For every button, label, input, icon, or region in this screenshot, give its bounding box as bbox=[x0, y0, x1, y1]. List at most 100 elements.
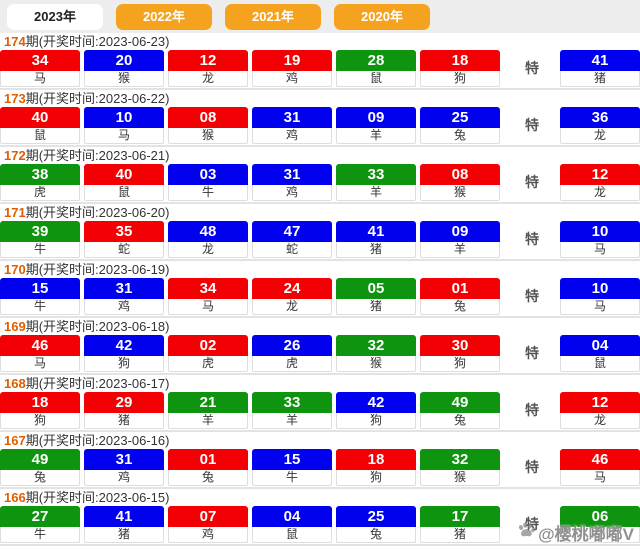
row-separator bbox=[0, 88, 640, 90]
ball-number: 07 bbox=[168, 506, 248, 527]
ball-number: 27 bbox=[0, 506, 80, 527]
ball-zodiac: 羊 bbox=[252, 413, 332, 429]
draw-header: 169期(开奖时间:2023-06-18) bbox=[0, 318, 640, 335]
ball-number: 19 bbox=[252, 50, 332, 71]
ball-zodiac: 鸡 bbox=[84, 470, 164, 486]
special-label: 特 bbox=[525, 60, 539, 76]
ball: 12 龙 bbox=[168, 50, 248, 87]
period-number: 171 bbox=[4, 205, 26, 220]
ball-number: 40 bbox=[0, 107, 80, 128]
ball-number: 18 bbox=[0, 392, 80, 413]
ball-zodiac: 猪 bbox=[336, 299, 416, 315]
draw-header: 170期(开奖时间:2023-06-19) bbox=[0, 261, 640, 278]
ball: 20 猴 bbox=[84, 50, 164, 87]
ball: 08 猴 bbox=[420, 164, 500, 201]
ball-number: 31 bbox=[84, 449, 164, 470]
ball-zodiac: 鼠 bbox=[336, 71, 416, 87]
ball: 04 鼠 bbox=[252, 506, 332, 543]
special-ball: 12 龙 bbox=[560, 164, 640, 201]
ball-zodiac: 马 bbox=[0, 356, 80, 372]
ball-number: 20 bbox=[84, 50, 164, 71]
ball-zodiac: 羊 bbox=[168, 413, 248, 429]
ball: 31 鸡 bbox=[252, 164, 332, 201]
draw-header: 174期(开奖时间:2023-06-23) bbox=[0, 33, 640, 50]
ball: 32 猴 bbox=[420, 449, 500, 486]
ball: 05 猪 bbox=[336, 278, 416, 315]
row-separator bbox=[0, 544, 640, 546]
draw-block: 174期(开奖时间:2023-06-23) 34 马 20 猴 12 龙 19 … bbox=[0, 33, 640, 90]
ball-zodiac: 兔 bbox=[168, 470, 248, 486]
period-number: 173 bbox=[4, 91, 26, 106]
ball: 49 兔 bbox=[0, 449, 80, 486]
ball-zodiac: 虎 bbox=[0, 185, 80, 201]
period-number: 166 bbox=[4, 490, 26, 505]
ball-number: 09 bbox=[336, 107, 416, 128]
ball-number: 34 bbox=[168, 278, 248, 299]
ball: 42 狗 bbox=[84, 335, 164, 372]
ball: 42 狗 bbox=[336, 392, 416, 429]
ball: 03 牛 bbox=[168, 164, 248, 201]
ball-number: 02 bbox=[168, 335, 248, 356]
ball-number: 09 bbox=[420, 221, 500, 242]
ball-row: 40 鼠 10 马 08 猴 31 鸡 09 羊 25 兔 特 36 龙 bbox=[0, 107, 640, 144]
ball-zodiac: 蛇 bbox=[84, 242, 164, 258]
ball-number: 49 bbox=[0, 449, 80, 470]
ball: 19 鸡 bbox=[252, 50, 332, 87]
ball: 49 兔 bbox=[420, 392, 500, 429]
ball-number: 25 bbox=[420, 107, 500, 128]
ball-number: 01 bbox=[168, 449, 248, 470]
draw-block: 170期(开奖时间:2023-06-19) 15 牛 31 鸡 34 马 24 … bbox=[0, 261, 640, 318]
ball-number: 15 bbox=[0, 278, 80, 299]
special-label: 特 bbox=[525, 231, 539, 247]
ball: 48 龙 bbox=[168, 221, 248, 258]
tab-year-2021[interactable]: 2021年 bbox=[225, 3, 321, 30]
tab-year-2023[interactable]: 2023年 bbox=[7, 3, 103, 30]
ball: 18 狗 bbox=[420, 50, 500, 87]
row-separator bbox=[0, 373, 640, 375]
special-label: 特 bbox=[525, 459, 539, 475]
special-ball: 10 马 bbox=[560, 221, 640, 258]
ball-zodiac: 龙 bbox=[560, 185, 640, 201]
ball-zodiac: 鼠 bbox=[560, 356, 640, 372]
row-separator bbox=[0, 487, 640, 489]
ball-zodiac: 牛 bbox=[0, 242, 80, 258]
ball-row: 46 马 42 狗 02 虎 26 虎 32 猴 30 狗 特 04 鼠 bbox=[0, 335, 640, 372]
ball-zodiac: 鸡 bbox=[252, 71, 332, 87]
ball: 35 蛇 bbox=[84, 221, 164, 258]
ball: 09 羊 bbox=[420, 221, 500, 258]
ball-number: 03 bbox=[168, 164, 248, 185]
ball-number: 15 bbox=[252, 449, 332, 470]
ball-number: 33 bbox=[252, 392, 332, 413]
ball-number: 42 bbox=[84, 335, 164, 356]
ball-number: 05 bbox=[336, 278, 416, 299]
ball-zodiac: 鸡 bbox=[84, 299, 164, 315]
tab-year-2020[interactable]: 2020年 bbox=[334, 3, 430, 30]
ball-zodiac: 猪 bbox=[84, 527, 164, 543]
ball-zodiac: 猴 bbox=[84, 71, 164, 87]
ball-number: 46 bbox=[0, 335, 80, 356]
row-separator bbox=[0, 145, 640, 147]
ball-number: 21 bbox=[168, 392, 248, 413]
ball: 40 鼠 bbox=[0, 107, 80, 144]
ball-zodiac: 鸡 bbox=[252, 185, 332, 201]
tab-year-2022[interactable]: 2022年 bbox=[116, 3, 212, 30]
ball: 32 猴 bbox=[336, 335, 416, 372]
ball-zodiac: 虎 bbox=[252, 356, 332, 372]
special-label: 特 bbox=[525, 345, 539, 361]
row-separator bbox=[0, 202, 640, 204]
ball-number: 17 bbox=[420, 506, 500, 527]
period-number: 168 bbox=[4, 376, 26, 391]
ball: 01 兔 bbox=[168, 449, 248, 486]
ball: 47 蛇 bbox=[252, 221, 332, 258]
ball-number: 41 bbox=[84, 506, 164, 527]
ball-zodiac: 狗 bbox=[420, 356, 500, 372]
draw-header: 171期(开奖时间:2023-06-20) bbox=[0, 204, 640, 221]
ball: 31 鸡 bbox=[84, 449, 164, 486]
ball-number: 32 bbox=[420, 449, 500, 470]
ball-number: 48 bbox=[168, 221, 248, 242]
special-label: 特 bbox=[525, 516, 539, 532]
period-number: 169 bbox=[4, 319, 26, 334]
ball-number: 47 bbox=[252, 221, 332, 242]
ball-zodiac: 蛇 bbox=[252, 242, 332, 258]
ball-zodiac: 鼠 bbox=[84, 185, 164, 201]
